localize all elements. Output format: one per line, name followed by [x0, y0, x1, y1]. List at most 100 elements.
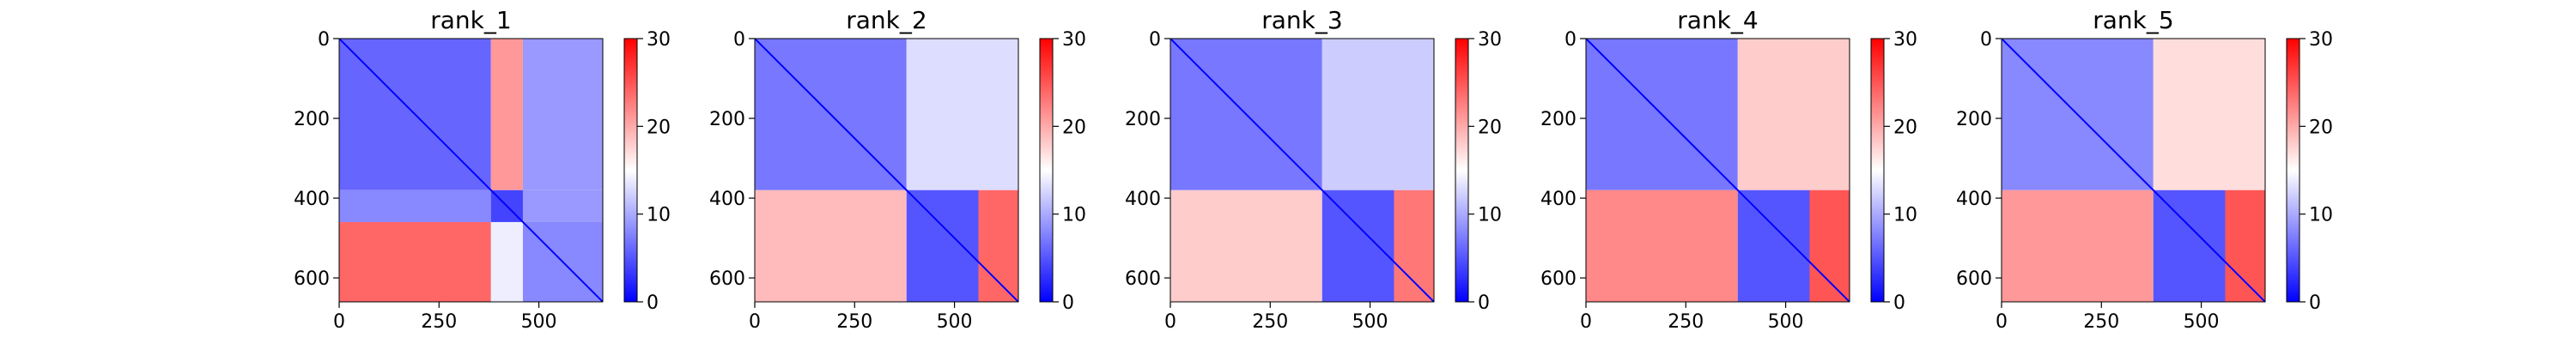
x-tick-label: 0: [333, 311, 345, 333]
x-tick-label: 250: [421, 311, 457, 333]
colorbar-tick-label: 20: [1478, 117, 1502, 138]
y-tick-label: 200: [294, 109, 330, 130]
colorbar-tick-label: 20: [2309, 117, 2333, 138]
x-tick-label: 250: [1668, 311, 1704, 333]
colorbar: [623, 38, 638, 303]
axes-frame: [1170, 38, 1435, 303]
colorbar: [1039, 38, 1054, 303]
heatmap-cells: [1170, 39, 1434, 302]
colorbar-tick-label: 20: [1062, 117, 1086, 138]
colorbar-tick-label: 0: [647, 292, 659, 314]
heatmap-block-5: [1809, 190, 1850, 302]
colorbar-tick-label: 0: [1893, 292, 1905, 314]
x-tick-label: 500: [1768, 311, 1804, 333]
y-tick-label: 600: [1125, 268, 1161, 290]
heatmap-block-3: [1170, 190, 1322, 302]
colorbar-tick-label: 10: [1062, 205, 1086, 226]
x-tick-label: 500: [2184, 311, 2220, 333]
y-tick-label: 0: [318, 29, 330, 51]
heatmap-block-4: [2153, 190, 2226, 302]
colorbar-tick-label: 30: [1893, 29, 1917, 51]
heatmap-block-5: [2225, 190, 2265, 302]
heatmap-block-2: [1737, 39, 1850, 190]
heatmap-block-5: [978, 190, 1018, 302]
heatmap-block-2: [1321, 39, 1434, 190]
heatmap-block-4: [339, 190, 491, 222]
heatmap-block-2: [2153, 39, 2265, 190]
heatmap-diagonal: [755, 39, 1018, 302]
y-tick-label: 400: [1540, 189, 1577, 210]
x-tick-label: 500: [1352, 311, 1388, 333]
colorbar-tick-label: 10: [1893, 205, 1917, 226]
y-tick-label: 0: [1564, 29, 1577, 51]
y-tick-label: 0: [1149, 29, 1161, 51]
y-tick-label: 200: [1540, 109, 1577, 130]
heatmap-diagonal: [1586, 39, 1850, 302]
x-tick-label: 250: [2083, 311, 2119, 333]
x-tick-label: 0: [1164, 311, 1176, 333]
heatmap-cells: [1586, 39, 1850, 302]
chart-title: rank_4: [1677, 6, 1758, 34]
y-tick-label: 600: [1956, 268, 1992, 290]
heatmap-block-3: [2002, 190, 2154, 302]
axes-frame: [338, 38, 604, 303]
heatmap-block-4: [1321, 190, 1394, 302]
axes-frame: [1585, 38, 1850, 303]
y-tick-label: 0: [733, 29, 745, 51]
y-tick-label: 0: [1980, 29, 1992, 51]
y-tick-label: 200: [709, 109, 745, 130]
y-tick-label: 400: [1956, 189, 1992, 210]
heatmap-cells: [2002, 39, 2265, 302]
y-tick-label: 400: [709, 189, 745, 210]
heatmap-block-3: [755, 190, 907, 302]
y-tick-label: 600: [294, 268, 330, 290]
chart-title: rank_2: [846, 6, 927, 34]
colorbar-tick-label: 0: [1478, 292, 1490, 314]
x-tick-label: 0: [749, 311, 761, 333]
x-tick-label: 0: [1580, 311, 1592, 333]
heatmap-block-8: [490, 221, 523, 302]
x-tick-label: 500: [521, 311, 557, 333]
x-tick-label: 250: [1252, 311, 1288, 333]
colorbar-tick-label: 10: [1478, 205, 1502, 226]
heatmap-block-4: [906, 190, 979, 302]
heatmap-block-7: [339, 221, 491, 302]
x-tick-label: 0: [1996, 311, 2008, 333]
y-tick-label: 400: [1125, 189, 1161, 210]
y-tick-label: 600: [1540, 268, 1577, 290]
axes-frame: [2001, 38, 2266, 303]
axes-frame: [754, 38, 1019, 303]
colorbar-tick-label: 20: [1893, 117, 1917, 138]
heatmap-block-4: [1737, 190, 1810, 302]
heatmap-diagonal: [2002, 39, 2265, 302]
heatmap-block-2: [490, 39, 523, 190]
x-tick-label: 250: [836, 311, 872, 333]
colorbar: [2286, 38, 2300, 303]
y-tick-label: 200: [1125, 109, 1161, 130]
colorbar-tick-label: 30: [2309, 29, 2333, 51]
heatmap-diagonal: [339, 39, 603, 302]
colorbar-tick-label: 20: [647, 117, 671, 138]
colorbar-tick-label: 0: [1062, 292, 1074, 314]
heatmap-cells: [339, 39, 603, 302]
y-tick-label: 400: [294, 189, 330, 210]
colorbar-tick-label: 30: [1062, 29, 1086, 51]
colorbar-tick-label: 30: [647, 29, 671, 51]
heatmap-block-3: [522, 39, 603, 190]
heatmap-cells: [755, 39, 1018, 302]
x-tick-label: 500: [937, 311, 973, 333]
y-tick-label: 600: [709, 268, 745, 290]
heatmap-block-6: [522, 190, 603, 222]
y-tick-label: 200: [1956, 109, 1992, 130]
chart-title: rank_1: [430, 6, 511, 34]
heatmap-block-2: [906, 39, 1018, 190]
chart-title: rank_3: [1261, 6, 1342, 34]
colorbar-tick-label: 10: [2309, 205, 2333, 226]
colorbar-tick-label: 30: [1478, 29, 1502, 51]
